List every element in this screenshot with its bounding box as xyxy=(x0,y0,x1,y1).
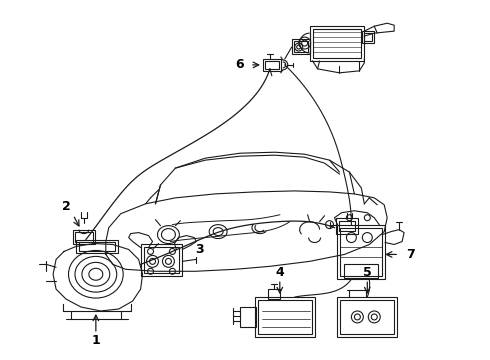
Bar xyxy=(263,59,281,71)
Bar xyxy=(344,264,378,278)
Bar xyxy=(338,297,397,337)
Bar xyxy=(341,300,394,334)
Text: 5: 5 xyxy=(363,266,372,279)
Bar xyxy=(294,41,308,52)
Bar xyxy=(365,33,372,41)
Text: 7: 7 xyxy=(406,248,415,261)
Bar xyxy=(144,247,179,273)
Bar xyxy=(258,300,312,334)
Bar xyxy=(341,228,382,276)
Text: 1: 1 xyxy=(92,334,100,347)
Bar xyxy=(255,297,315,337)
Text: 6: 6 xyxy=(236,58,245,71)
Bar xyxy=(73,230,95,243)
Bar xyxy=(337,218,358,234)
Bar xyxy=(75,231,93,242)
Bar xyxy=(340,221,355,231)
Text: 2: 2 xyxy=(62,200,71,213)
Bar xyxy=(141,244,182,276)
Bar xyxy=(362,31,374,43)
Bar xyxy=(76,239,118,253)
Bar xyxy=(313,29,361,58)
Text: 3: 3 xyxy=(196,243,204,256)
Text: 4: 4 xyxy=(275,266,284,279)
Bar xyxy=(338,225,385,279)
Bar xyxy=(292,39,310,54)
Bar xyxy=(240,307,256,327)
Bar xyxy=(268,289,280,299)
Bar xyxy=(310,26,365,61)
Bar xyxy=(79,242,115,251)
Bar xyxy=(265,61,279,69)
